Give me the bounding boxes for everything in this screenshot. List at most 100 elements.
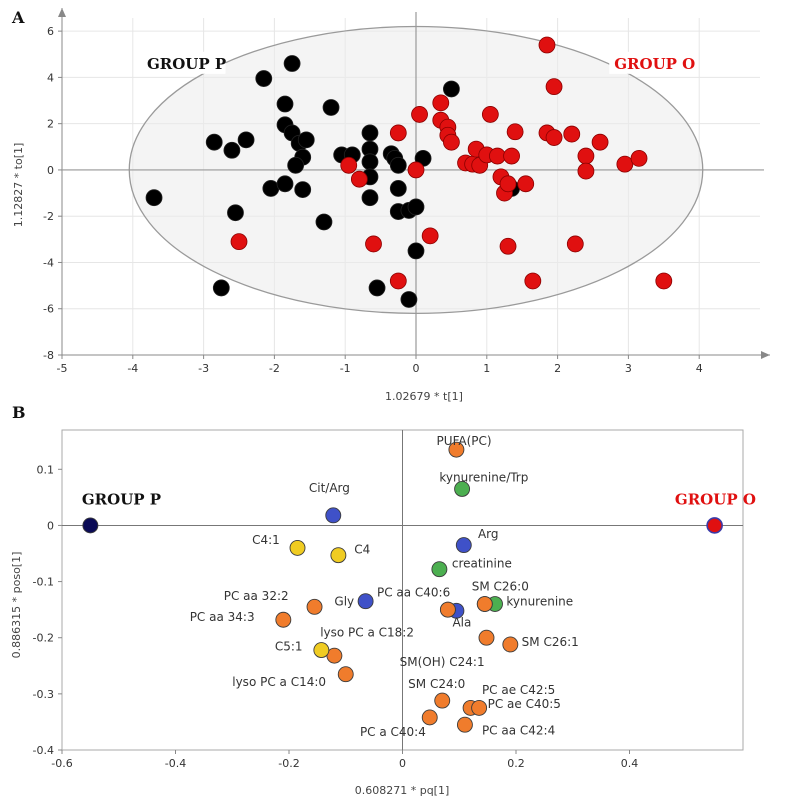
y-tick-label: 0 <box>47 164 54 177</box>
score-point-group-o <box>407 161 425 179</box>
panel-a-y-axis-label: 1.12827 * to[1] <box>12 143 25 228</box>
score-point-group-p <box>389 180 407 197</box>
score-point-group-o <box>389 272 407 290</box>
x-tick-label: 1 <box>483 362 490 375</box>
y-tick-label: 2 <box>47 118 54 131</box>
panel-a-letter: A <box>11 8 25 27</box>
score-point-group-o <box>591 133 609 151</box>
panel-b-frame <box>58 429 744 754</box>
panel-a-points <box>145 36 673 308</box>
y-tick-label: -6 <box>43 303 54 316</box>
x-tick-label: 0.4 <box>621 757 639 770</box>
score-point-group-o <box>566 235 584 253</box>
score-point-group-p <box>407 198 425 216</box>
x-tick-label: -2 <box>269 362 280 375</box>
score-point-group-o <box>630 149 648 167</box>
loading-point <box>313 642 330 659</box>
y-tick-label: 0.1 <box>37 463 55 476</box>
score-point-group-o <box>421 227 439 245</box>
loading-point <box>706 517 723 534</box>
loading-point <box>502 636 519 653</box>
y-tick-label: 4 <box>47 71 54 84</box>
score-point-group-p <box>237 131 255 149</box>
y-axis-arrow <box>58 8 66 17</box>
score-point-group-o <box>538 36 556 54</box>
score-point-group-p <box>227 204 244 222</box>
variable-label: SM C24:0 <box>408 677 465 691</box>
loading-point <box>478 629 495 646</box>
loading-point <box>337 666 354 683</box>
score-point-group-o <box>481 106 499 123</box>
score-point-group-o <box>230 233 248 251</box>
x-tick-label: -0.2 <box>278 757 299 770</box>
y-tick-label: -0.4 <box>33 744 54 757</box>
x-axis-arrow <box>761 351 770 359</box>
loading-point <box>455 537 472 554</box>
score-point-group-p <box>322 99 340 116</box>
score-point-group-o <box>499 175 517 193</box>
variable-label: PC ae C42:5 <box>482 683 555 697</box>
score-point-group-p <box>276 95 294 113</box>
score-point-group-p <box>297 131 315 149</box>
score-point-group-o <box>411 106 428 123</box>
loading-point <box>421 709 438 726</box>
score-point-group-p <box>400 291 418 308</box>
y-tick-label: -0.3 <box>33 688 54 701</box>
group-label-background <box>609 51 693 74</box>
x-tick-label: 2 <box>554 362 561 375</box>
loading-point <box>448 441 465 458</box>
x-tick-label: -1 <box>340 362 351 375</box>
panel-b-loading-plot: B -0.6 -0.4 -0.2 0 0.2 0.40.10-0.1-0.2-0.3-0.… <box>10 403 756 797</box>
loading-point <box>476 596 493 612</box>
variable-label: PC aa 32:2 <box>224 589 289 603</box>
group-label-background <box>141 51 226 74</box>
x-tick-label: 3 <box>625 362 632 375</box>
score-point-group-o <box>442 133 460 151</box>
variable-label: lyso PC a C14:0 <box>232 675 326 689</box>
score-point-group-p <box>205 133 223 151</box>
score-point-group-p <box>212 279 230 297</box>
score-point-group-o <box>655 272 673 290</box>
score-point-group-o <box>489 147 506 165</box>
score-point-group-o <box>389 124 407 142</box>
y-tick-label: -0.1 <box>33 576 54 589</box>
score-point-group-p <box>361 189 379 207</box>
score-point-group-p <box>361 124 379 142</box>
x-tick-label: -0.6 <box>51 757 72 770</box>
score-point-group-o <box>563 125 581 143</box>
variable-label: C5:1 <box>275 640 303 654</box>
y-tick-label: -4 <box>43 256 54 269</box>
variable-label: PUFA(PC) <box>437 434 492 448</box>
loading-point <box>456 716 473 733</box>
score-point-group-p <box>442 80 460 98</box>
y-tick-label: 6 <box>47 25 54 38</box>
score-point-group-p <box>315 213 333 231</box>
x-tick-label: -3 <box>198 362 209 375</box>
score-point-group-p <box>368 279 386 297</box>
score-point-group-o <box>517 175 535 193</box>
score-point-group-o <box>499 237 517 255</box>
loading-point <box>471 699 488 716</box>
y-tick-label: -0.2 <box>33 632 54 645</box>
variable-label: kynurenine/Trp <box>439 471 528 485</box>
group-p-label: GROUP P <box>82 491 161 509</box>
panel-b-letter: B <box>12 403 26 422</box>
variable-label: Ala <box>452 615 471 629</box>
loading-point <box>434 692 451 709</box>
loading-point <box>439 601 456 618</box>
x-tick-label: -4 <box>127 362 138 375</box>
score-point-group-o <box>577 147 595 165</box>
x-tick-label: -5 <box>57 362 68 375</box>
score-point-group-o <box>616 155 634 173</box>
score-point-group-o <box>432 94 450 112</box>
variable-label: Cit/Arg <box>309 481 350 495</box>
variable-label: SM(OH) C24:1 <box>400 655 485 669</box>
y-tick-label: 0 <box>47 519 54 532</box>
group-o-label: GROUP O <box>675 491 756 509</box>
variable-label: lyso PC a C18:2 <box>320 626 414 640</box>
loading-point <box>454 480 471 497</box>
panel-a-group-labels: GROUP P GROUP O <box>141 51 695 74</box>
x-tick-label: 0 <box>399 757 406 770</box>
score-point-group-p <box>276 175 294 193</box>
